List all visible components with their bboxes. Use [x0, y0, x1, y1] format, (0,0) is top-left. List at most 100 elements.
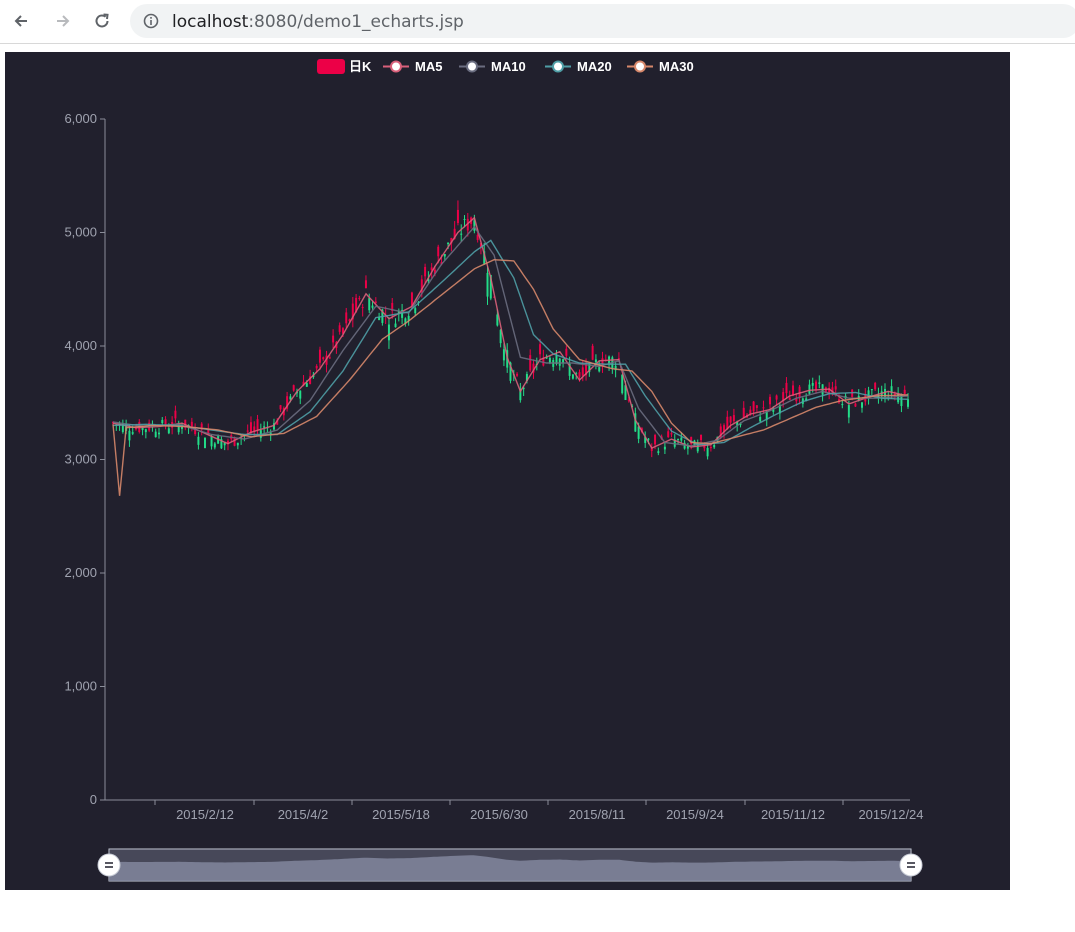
candle-body [555, 355, 558, 365]
url-text[interactable]: localhost:8080/demo1_echarts.jsp [172, 12, 464, 32]
candle-body [591, 345, 594, 360]
legend-marker [634, 60, 646, 73]
candle-body [897, 393, 900, 403]
candle-body [808, 384, 811, 394]
candle-body [644, 436, 647, 443]
candle-body [516, 373, 519, 376]
candle-body [755, 405, 758, 408]
candle-body [345, 312, 348, 324]
candle-body [161, 419, 164, 424]
candle-body [341, 328, 344, 334]
candle-body [338, 325, 341, 332]
candle-body [489, 274, 492, 299]
x-tick-label: 2015/12/24 [858, 807, 923, 822]
address-bar[interactable]: localhost:8080/demo1_echarts.jsp [130, 4, 1075, 38]
candle-body [532, 363, 535, 373]
candle-body [847, 405, 850, 418]
candle-body [769, 396, 772, 405]
candle-body [785, 382, 788, 394]
candle-body [900, 394, 903, 407]
candle-body [443, 253, 446, 257]
candle-body [522, 387, 525, 390]
info-icon[interactable] [143, 13, 159, 29]
candle-body [121, 423, 124, 433]
candle-body [424, 266, 427, 277]
candle-body [854, 403, 857, 407]
candle-body [131, 432, 134, 434]
candle-body [890, 386, 893, 394]
candle-body [286, 396, 289, 409]
legend-label: MA20 [577, 59, 612, 74]
candle-body [404, 318, 407, 324]
candle-body [394, 323, 397, 328]
x-tick-label: 2015/9/24 [666, 807, 724, 822]
candle-body [841, 404, 844, 406]
datazoom-handle-right[interactable] [899, 853, 923, 877]
candle-body [798, 386, 801, 398]
candle-body [529, 355, 532, 371]
candle-body [732, 415, 735, 422]
legend-marker [466, 60, 478, 73]
x-tick-label: 2015/4/2 [278, 807, 329, 822]
url-path: :8080/demo1_echarts.jsp [248, 12, 464, 32]
candle-body [775, 395, 778, 400]
x-tick-label: 2015/5/18 [372, 807, 430, 822]
reload-button[interactable] [89, 8, 115, 34]
candle-body [456, 209, 459, 223]
candle-body [598, 367, 601, 372]
candle-body [315, 365, 318, 369]
candle-body [141, 426, 144, 431]
datazoom-area [109, 855, 911, 881]
candle-body [348, 319, 351, 322]
candle-body [144, 429, 147, 433]
candle-body [430, 267, 433, 271]
arrow-right-icon [57, 15, 70, 27]
candle-body [309, 376, 312, 385]
candle-body [299, 390, 302, 399]
candle-body [397, 311, 400, 314]
candle-body [371, 305, 374, 308]
candle-body [558, 358, 561, 366]
candle-body [184, 419, 187, 428]
candle-body [279, 405, 282, 410]
candle-body [364, 280, 367, 289]
kline-chart[interactable]: 日K MA5 MA10 MA20 MA30 0 1,000 2,000 3,000 4,000 5,… [5, 52, 1010, 890]
candle-body [463, 219, 466, 221]
legend-label: MA30 [659, 59, 694, 74]
candle-body [374, 301, 377, 303]
candle-body [164, 419, 167, 427]
candle-body [680, 437, 683, 441]
legend-label: MA10 [491, 59, 526, 74]
candle-body [177, 422, 180, 433]
candle-body [453, 228, 456, 239]
y-tick-label: 3,000 [64, 452, 97, 467]
candle-body [128, 430, 131, 441]
candle-body [289, 396, 292, 400]
candle-body [263, 426, 266, 428]
candle-body [759, 416, 762, 422]
candle-body [778, 404, 781, 414]
candle-body [269, 432, 272, 435]
legend-candle-swatch [317, 59, 345, 74]
candle-body [519, 388, 522, 401]
candle-body [782, 392, 785, 401]
candle-body [765, 411, 768, 420]
candle-body [450, 237, 453, 244]
candle-body [752, 401, 755, 412]
candle-body [713, 444, 716, 448]
candle-body [792, 385, 795, 396]
x-tick-label: 2015/2/12 [176, 807, 234, 822]
candle-body [236, 442, 239, 446]
candle-body [233, 437, 236, 446]
candle-body [565, 348, 568, 356]
datazoom-handle-left[interactable] [97, 853, 121, 877]
x-tick-label: 2015/11/12 [761, 807, 825, 822]
legend-label: 日K [349, 59, 372, 74]
candle-body [154, 431, 157, 438]
candle-body [545, 357, 548, 359]
candle-body [762, 407, 765, 409]
forward-button[interactable] [50, 8, 76, 34]
candle-body [739, 423, 742, 426]
back-button[interactable] [8, 8, 34, 34]
candle-body [867, 390, 870, 399]
